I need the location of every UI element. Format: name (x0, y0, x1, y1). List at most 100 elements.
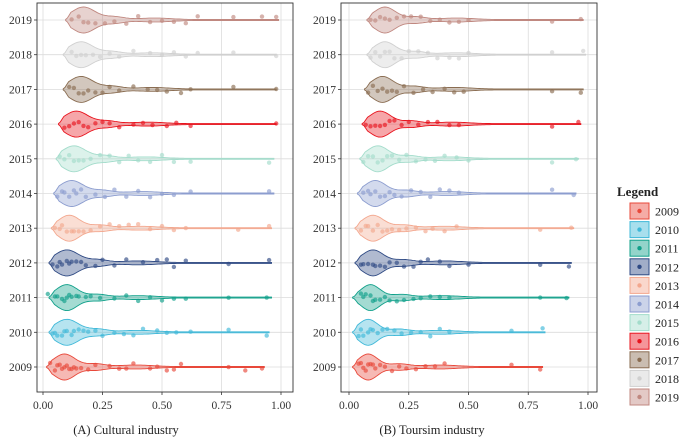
data-point (397, 157, 402, 162)
x-tick-label: 0.25 (399, 400, 419, 412)
data-point (382, 193, 388, 199)
data-point (69, 17, 74, 22)
data-point (389, 368, 395, 374)
data-point (365, 90, 371, 95)
legend-key-dot (637, 320, 642, 325)
data-point (155, 364, 160, 369)
data-point (100, 119, 105, 125)
data-point (377, 362, 383, 368)
y-tick-label: 2010 (9, 327, 32, 339)
data-point (382, 294, 388, 300)
data-point (140, 326, 146, 331)
data-point (69, 294, 74, 299)
data-point (454, 224, 459, 229)
data-point (418, 329, 423, 335)
data-point (164, 257, 169, 262)
data-point (411, 264, 416, 269)
data-point (71, 328, 77, 334)
data-point (266, 223, 272, 229)
data-point (264, 295, 269, 300)
legend-key-dot (637, 264, 642, 269)
legend-label-2018: 2018 (655, 372, 679, 386)
data-point (76, 327, 81, 332)
data-point (100, 257, 105, 262)
data-point (86, 20, 91, 25)
data-point (147, 195, 153, 200)
data-point (389, 88, 395, 93)
data-point (100, 90, 105, 95)
legend-label-2014: 2014 (655, 298, 679, 312)
data-point (392, 192, 397, 198)
data-point (147, 226, 153, 232)
data-point (368, 293, 373, 298)
y-tick-label: 2015 (9, 154, 32, 166)
data-point (447, 263, 452, 269)
data-point (69, 332, 74, 338)
y-tick-label: 2012 (9, 258, 32, 270)
data-point (171, 227, 177, 233)
data-point (159, 52, 165, 58)
data-point (159, 18, 165, 23)
data-point (435, 56, 440, 61)
data-point (573, 157, 579, 162)
data-point (55, 294, 60, 299)
data-point (389, 153, 395, 158)
data-point (231, 84, 236, 90)
data-point (442, 361, 447, 366)
data-point (466, 158, 471, 163)
data-point (571, 192, 576, 198)
panel-title: (B) Toursim industry (379, 423, 485, 437)
data-point (394, 299, 399, 304)
data-point (64, 363, 70, 368)
data-point (86, 329, 91, 334)
data-point (370, 154, 376, 159)
data-point (399, 122, 404, 128)
data-point (126, 222, 131, 227)
data-point (74, 366, 79, 371)
data-point (159, 152, 165, 158)
data-point (124, 293, 129, 298)
data-point (578, 16, 583, 22)
violin-2018 (366, 41, 587, 69)
data-point (401, 297, 407, 303)
data-point (549, 50, 555, 55)
data-point (76, 294, 81, 299)
data-point (171, 50, 177, 55)
data-point (121, 331, 127, 337)
data-point (274, 14, 279, 20)
violin-2011 (352, 284, 570, 312)
data-point (131, 122, 136, 127)
data-point (81, 20, 86, 25)
data-point (93, 192, 98, 197)
data-point (102, 194, 108, 200)
data-point (399, 194, 404, 199)
data-point (147, 50, 153, 56)
data-point (81, 328, 86, 333)
data-point (183, 296, 188, 301)
data-point (401, 84, 407, 89)
data-point (136, 298, 141, 304)
data-point (147, 295, 153, 300)
data-point (387, 17, 392, 22)
y-tick-label: 2009 (313, 362, 336, 374)
data-point (368, 55, 373, 60)
data-point (102, 21, 108, 26)
data-point (361, 159, 366, 165)
data-point (266, 160, 272, 165)
data-point (370, 83, 376, 89)
data-point (566, 264, 572, 269)
data-point (183, 225, 188, 231)
data-point (93, 263, 98, 269)
data-point (259, 366, 265, 371)
data-point (392, 56, 397, 61)
legend-label-2016: 2016 (655, 335, 679, 349)
data-point (136, 14, 141, 19)
data-point (363, 292, 368, 297)
data-point (437, 259, 442, 264)
data-point (50, 262, 55, 267)
violin-2012 (354, 249, 572, 277)
data-point (188, 329, 193, 334)
data-point (93, 362, 98, 368)
data-point (447, 20, 452, 25)
data-point (174, 120, 179, 126)
